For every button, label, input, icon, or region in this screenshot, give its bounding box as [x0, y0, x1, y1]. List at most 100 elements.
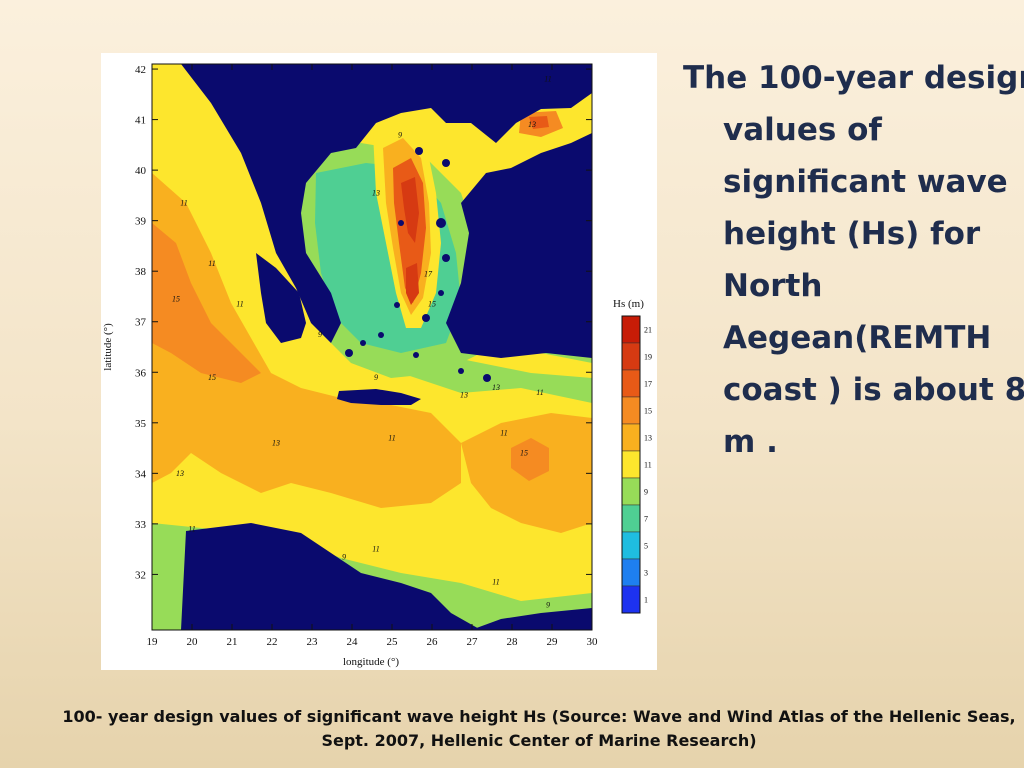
- contour-label: 13: [528, 120, 536, 129]
- contour-label: 15: [172, 295, 180, 304]
- latitude-ticks: 42 41 40 39 38 37 36 35 34 33 32: [135, 64, 592, 581]
- contour-labels: 11 13 9 13 11 11 15 11 17 15 9 15 9 13 13 11 13 11 11 15 13 1…: [172, 75, 552, 610]
- colorbar: Hs (m) 21 19 17 15 13 11 9 7 5 3 1: [613, 298, 652, 614]
- egypt-coast: [471, 608, 592, 630]
- latitude-tick-label: 35: [135, 418, 147, 430]
- longitude-tick-label: 26: [427, 636, 439, 648]
- longitude-tick-label: 30: [587, 636, 599, 648]
- island: [458, 368, 464, 374]
- longitude-tick-label: 27: [467, 636, 479, 648]
- contour-label: 13: [272, 439, 280, 448]
- contour-label: 9: [342, 552, 346, 561]
- anatolia: [446, 133, 592, 358]
- colorbar-swatch: [621, 342, 641, 371]
- colorbar-tick-label: 1: [644, 596, 648, 605]
- colorbar-tick-label: 3: [644, 569, 648, 578]
- longitude-ticks: 19 20 21 22 23 24 25 26 27 28 29 30: [147, 64, 599, 648]
- colorbar-swatch: [621, 450, 641, 479]
- island: [442, 159, 450, 167]
- colorbar-swatch: [621, 369, 641, 398]
- latitude-tick-label: 39: [135, 216, 147, 228]
- colorbar-tick-labels: 21 19 17 15 13 11 9 7 5 3 1: [644, 326, 652, 605]
- latitude-tick-label: 33: [135, 519, 147, 531]
- island: [436, 218, 446, 228]
- island: [422, 314, 430, 322]
- longitude-tick-label: 29: [547, 636, 559, 648]
- longitude-tick-label: 23: [307, 636, 319, 648]
- wave-height-map-figure: 11 13 9 13 11 11 15 11 17 15 9 15 9 13 13 11 13 11 11 15 13 1…: [101, 53, 657, 670]
- island: [438, 290, 444, 296]
- colorbar-tick-label: 17: [644, 380, 652, 389]
- contour-label: 11: [208, 259, 215, 268]
- y-axis-label: latitude (°): [102, 323, 114, 371]
- colorbar-frame: [621, 315, 641, 614]
- contour-label: 15: [208, 373, 216, 382]
- slide-bullet-text: The 100-year design values of significan…: [683, 60, 1024, 460]
- longitude-tick-label: 20: [187, 636, 199, 648]
- contour-label: 11: [236, 300, 243, 309]
- colorbar-swatch: [621, 477, 641, 506]
- slide-caption: 100- year design values of significant w…: [62, 707, 1016, 750]
- contour-label: 15: [520, 449, 528, 458]
- x-axis-label: longitude (°): [343, 656, 399, 668]
- contour-label: 13: [176, 469, 184, 478]
- longitude-tick-label: 21: [227, 636, 238, 648]
- island: [413, 352, 419, 358]
- libya-coast: [181, 523, 481, 630]
- colorbar-tick-label: 5: [644, 542, 648, 551]
- contour-label: 15: [428, 300, 436, 309]
- colorbar-title: Hs (m): [613, 298, 644, 310]
- longitude-tick-label: 24: [347, 636, 359, 648]
- latitude-tick-label: 34: [135, 468, 147, 480]
- contour-label: 9: [546, 600, 550, 609]
- zone-15-to-17m-west: [152, 223, 261, 383]
- colorbar-tick-label: 9: [644, 488, 648, 497]
- colorbar-tick-label: 15: [644, 407, 652, 416]
- island: [345, 349, 353, 357]
- island: [442, 254, 450, 262]
- colorbar-swatches: [621, 315, 641, 614]
- contour-label: 11: [544, 75, 551, 84]
- colorbar-tick-label: 11: [644, 461, 652, 470]
- colorbar-tick-label: 19: [644, 353, 652, 362]
- balkan-mainland: [181, 64, 592, 343]
- island: [378, 332, 384, 338]
- zone-17m-marmara: [529, 116, 549, 129]
- contour-label: 11: [180, 199, 187, 208]
- contour-label: 11: [372, 545, 379, 554]
- latitude-tick-label: 32: [135, 569, 146, 581]
- latitude-tick-label: 38: [135, 266, 147, 278]
- colorbar-swatch: [621, 558, 641, 587]
- colorbar-tick-label: 21: [644, 326, 652, 335]
- contour-label: 17: [424, 269, 433, 278]
- longitude-tick-label: 25: [387, 636, 399, 648]
- colorbar-swatch: [621, 396, 641, 425]
- contour-label: 13: [460, 391, 468, 400]
- colorbar-swatch: [621, 504, 641, 533]
- contour-label: 13: [372, 188, 380, 197]
- island: [360, 340, 366, 346]
- latitude-tick-label: 42: [135, 64, 146, 76]
- colorbar-swatch: [621, 531, 641, 560]
- zone-17-to-19m-aegean-core-south: [406, 263, 419, 305]
- contour-label: 13: [492, 383, 500, 392]
- colorbar-tick-label: 7: [644, 515, 648, 524]
- colorbar-swatch: [621, 315, 641, 344]
- contour-label: 9: [374, 373, 378, 382]
- contour-label: 11: [388, 433, 395, 442]
- island: [483, 374, 491, 382]
- contour-label: 9: [318, 330, 322, 339]
- peloponnese: [256, 253, 306, 343]
- colorbar-tick-label: 13: [644, 434, 652, 443]
- latitude-tick-label: 37: [135, 317, 147, 329]
- contour-label: 11: [492, 578, 499, 587]
- longitude-tick-label: 28: [507, 636, 519, 648]
- zone-15-to-17m-east-patch: [511, 438, 549, 481]
- colorbar-swatch: [621, 585, 641, 614]
- colorbar-swatch: [621, 423, 641, 452]
- island: [394, 302, 400, 308]
- longitude-tick-label: 19: [147, 636, 159, 648]
- latitude-tick-label: 41: [135, 115, 146, 127]
- land-masses: [181, 64, 592, 630]
- island: [415, 147, 423, 155]
